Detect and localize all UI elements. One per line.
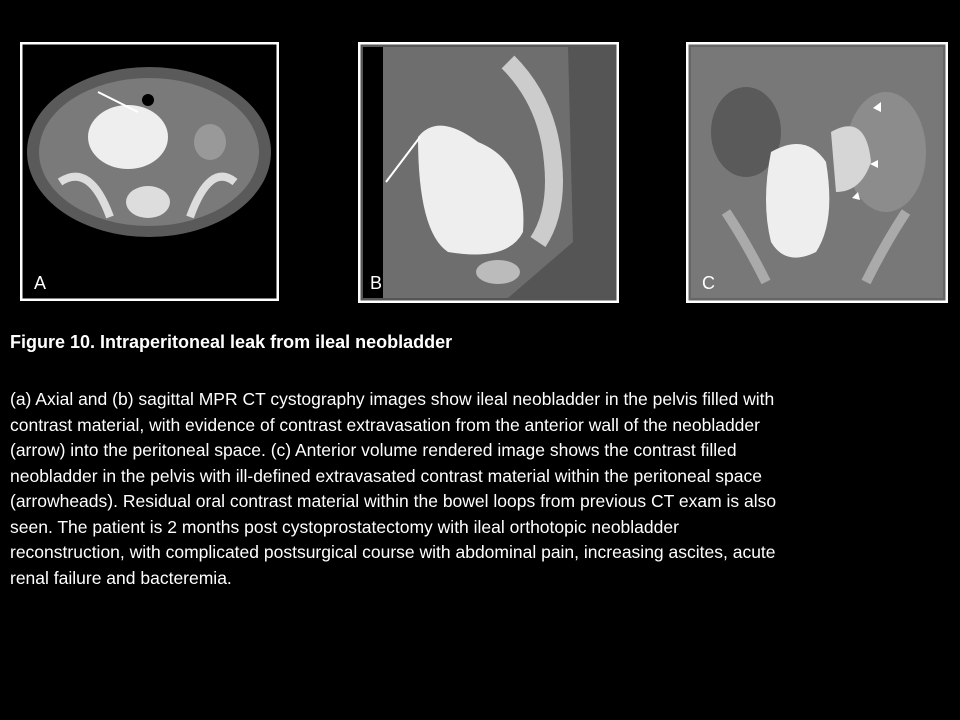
caption-line: (arrowheads). Residual oral contrast mat… — [10, 491, 777, 511]
caption-line: neobladder in the pelvis with ill-define… — [10, 465, 762, 486]
caption-line: reconstruction, with complicated postsur… — [10, 542, 776, 562]
panel-label: A — [34, 273, 47, 293]
panel-label: B — [370, 273, 383, 293]
image-a — [20, 42, 279, 301]
caption-title: Figure 10. Intraperitoneal leak from ile… — [10, 332, 453, 352]
caption-text: (a) Axial and (b) sagittal MPR CT cystog… — [10, 387, 776, 591]
caption-line: (arrow) into the peritoneal space. (c) A… — [10, 440, 737, 460]
image-b — [358, 42, 619, 303]
image-c — [686, 42, 948, 303]
caption-line: renal failure and bacteremia. — [10, 567, 232, 588]
panel-label: C — [702, 273, 715, 293]
caption-line: (a) Axial and (b) sagittal MPR CT cystog… — [10, 389, 775, 409]
caption-line: contrast material, with evidence of cont… — [10, 414, 760, 435]
caption-line: seen. The patient is 2 months post cysto… — [10, 516, 679, 537]
